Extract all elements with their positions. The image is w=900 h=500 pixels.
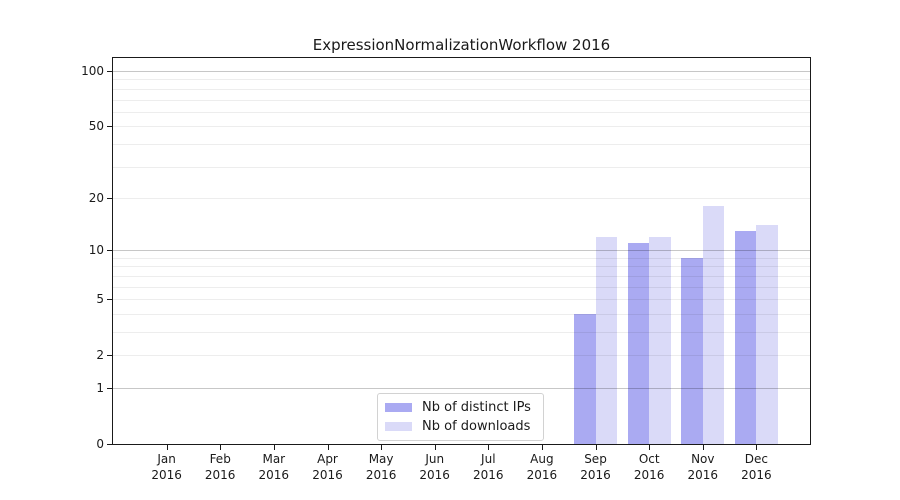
x-tick-label: Feb 2016	[204, 452, 236, 482]
legend-label-downloads: Nb of downloads	[422, 419, 531, 434]
x-tick-label: Apr 2016	[312, 452, 343, 482]
x-tick-mark	[595, 445, 597, 450]
y-tick-mark	[107, 444, 112, 445]
x-tick-mark	[649, 445, 651, 450]
y-tick-mark	[107, 355, 112, 357]
x-tick-mark	[381, 445, 383, 450]
x-tick-label: Dec 2016	[741, 452, 772, 482]
legend-item-downloads: Nb of downloads	[385, 419, 534, 434]
gridline-minor	[113, 111, 810, 113]
y-tick-mark	[107, 71, 112, 72]
x-tick-mark	[327, 445, 329, 450]
x-tick-mark	[756, 445, 758, 450]
gridline-minor	[113, 143, 810, 145]
y-tick-label: 20	[88, 190, 104, 205]
gridline-minor	[113, 355, 810, 357]
y-tick-label: 5	[96, 292, 104, 307]
y-tick-label: 1	[96, 381, 104, 395]
gridline-minor	[113, 286, 810, 288]
y-tick-label: 50	[88, 119, 104, 134]
gridline-minor	[113, 275, 810, 277]
chart-title: ExpressionNormalizationWorkflow 2016	[312, 36, 611, 54]
x-tick-label: May 2016	[365, 452, 397, 482]
x-tick-label: Nov 2016	[687, 452, 719, 482]
x-tick-label: Jul 2016	[473, 452, 504, 482]
x-tick-mark	[273, 445, 275, 450]
x-tick-mark	[488, 445, 490, 450]
legend-swatch-downloads	[385, 422, 412, 431]
bar-downloads	[595, 236, 618, 444]
y-tick-mark	[107, 388, 112, 389]
bar-distinct-ips	[627, 243, 650, 444]
x-tick-mark	[702, 445, 704, 450]
gridline-minor	[113, 257, 810, 259]
legend-swatch-distinct-ips	[385, 403, 412, 412]
bar-distinct-ips	[734, 230, 757, 444]
legend-label-distinct-ips: Nb of distinct IPs	[422, 400, 531, 415]
gridline-minor	[113, 197, 810, 199]
x-tick-label: Sep 2016	[580, 452, 611, 482]
x-tick-label: Jan 2016	[151, 452, 182, 482]
y-tick-mark	[107, 126, 112, 128]
y-tick-label: 100	[81, 64, 104, 78]
gridline-minor	[113, 332, 810, 333]
gridline-minor	[113, 313, 810, 315]
gridline-major	[113, 388, 810, 389]
y-tick-label: 2	[96, 348, 104, 363]
x-tick-mark	[220, 445, 222, 450]
legend: Nb of distinct IPs Nb of downloads	[377, 393, 544, 441]
x-tick-mark	[541, 445, 543, 450]
y-tick-label: 10	[88, 243, 104, 258]
x-tick-label: Aug 2016	[526, 452, 558, 482]
gridline-minor	[113, 99, 810, 101]
gridline-major	[113, 71, 810, 72]
gridline-minor	[113, 88, 810, 90]
y-tick-mark	[107, 197, 112, 199]
bar-downloads	[649, 236, 671, 444]
x-tick-label: Oct 2016	[633, 452, 665, 482]
gridline-minor	[113, 79, 810, 81]
bar-distinct-ips	[574, 313, 596, 444]
gridline-minor	[113, 299, 810, 301]
bar-downloads	[756, 225, 778, 444]
y-tick-label: 0	[96, 437, 104, 451]
plot-area	[112, 57, 811, 445]
legend-item-distinct-ips: Nb of distinct IPs	[385, 400, 534, 415]
y-tick-mark	[107, 299, 112, 301]
bar-downloads	[702, 206, 725, 444]
y-tick-mark	[107, 250, 112, 252]
gridline-minor	[113, 166, 810, 168]
x-tick-label: Mar 2016	[258, 452, 290, 482]
x-tick-label: Jun 2016	[419, 452, 450, 482]
bar-distinct-ips	[681, 257, 703, 444]
x-tick-mark	[434, 445, 436, 450]
gridline-minor	[113, 126, 810, 128]
gridline-major	[113, 250, 810, 252]
x-tick-mark	[166, 445, 168, 450]
gridline-minor	[113, 266, 810, 268]
